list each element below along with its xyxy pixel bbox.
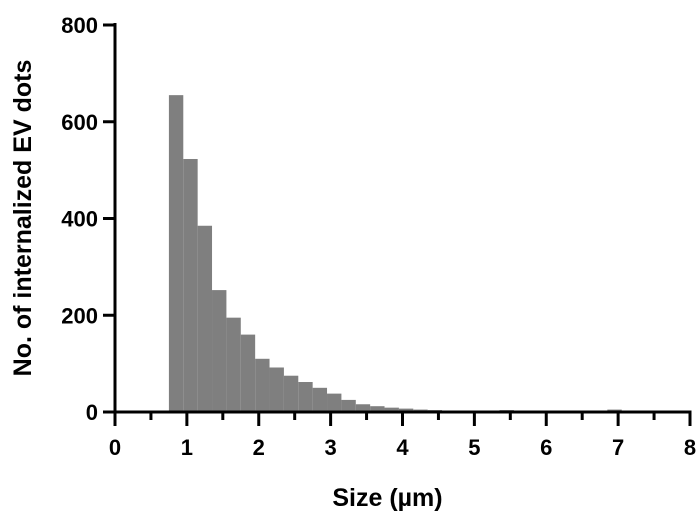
y-axis-ticks: 0 200 400 600 800 (61, 13, 115, 425)
x-tick-label: 0 (109, 435, 121, 460)
histogram-bar (355, 404, 371, 412)
histogram-bar (269, 367, 284, 412)
x-tick-label: 5 (468, 435, 480, 460)
histogram-bar (197, 225, 213, 412)
x-tick-label: 6 (540, 435, 552, 460)
x-axis-title: Size (µm) (332, 484, 442, 512)
y-tick-label: 400 (61, 207, 98, 232)
histogram-bar (168, 95, 184, 413)
histogram-bar (283, 375, 299, 412)
x-tick-label: 8 (684, 435, 696, 460)
histogram-bar (384, 407, 399, 412)
histogram-bar (255, 358, 270, 412)
histogram-bar (370, 406, 385, 412)
histogram-bar (212, 290, 227, 412)
histogram-bar (398, 408, 414, 412)
histogram-bar (226, 317, 241, 412)
y-tick-label: 800 (61, 13, 98, 38)
histogram-bar (240, 334, 256, 412)
histogram-bar (298, 382, 313, 412)
y-tick-label: 0 (86, 400, 98, 425)
histogram-bars (168, 95, 622, 413)
x-tick-label: 2 (253, 435, 265, 460)
x-tick-label: 7 (612, 435, 624, 460)
y-tick-label: 200 (61, 303, 98, 328)
x-tick-label: 3 (325, 435, 337, 460)
x-tick-label: 4 (396, 435, 409, 460)
histogram-bar (327, 393, 342, 412)
histogram-bar (341, 399, 356, 412)
x-tick-label: 1 (181, 435, 193, 460)
x-axis-ticks: 0 1 2 3 4 5 6 7 8 (109, 412, 696, 460)
histogram-bar (312, 387, 328, 412)
histogram-bar (183, 158, 198, 412)
y-tick-label: 600 (61, 110, 98, 135)
y-axis-title: No. of internalized EV dots (9, 60, 37, 377)
